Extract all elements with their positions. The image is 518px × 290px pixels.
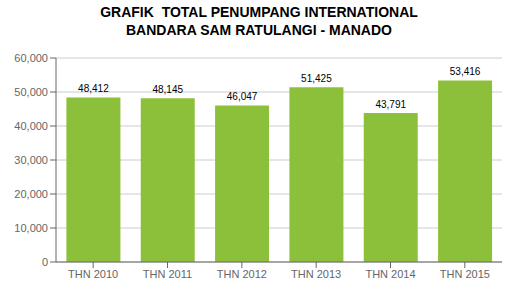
svg-text:51,425: 51,425 [301, 73, 332, 84]
svg-text:60,000: 60,000 [14, 52, 48, 64]
svg-text:43,791: 43,791 [375, 99, 406, 110]
svg-text:THN 2015: THN 2015 [440, 268, 490, 280]
svg-text:40,000: 40,000 [14, 120, 48, 132]
svg-text:20,000: 20,000 [14, 188, 48, 200]
svg-text:10,000: 10,000 [14, 222, 48, 234]
svg-text:THN 2011: THN 2011 [143, 268, 192, 280]
html-text:BANDARA SAM RATULANGI - MANADO: BANDARA SAM RATULANGI - MANADO [126, 22, 392, 38]
svg-text:0: 0 [42, 256, 48, 268]
svg-text:48,412: 48,412 [78, 83, 109, 94]
svg-text:THN 2013: THN 2013 [291, 268, 341, 280]
svg-text:53,416: 53,416 [450, 66, 481, 77]
svg-text:30,000: 30,000 [14, 154, 48, 166]
svg-text:50,000: 50,000 [14, 86, 48, 98]
svg-text:THN 2012: THN 2012 [217, 268, 267, 280]
svg-text:48,145: 48,145 [152, 84, 183, 95]
svg-text:THN 2010: THN 2010 [68, 268, 118, 280]
svg-text:THN 2014: THN 2014 [365, 268, 415, 280]
html-text:GRAFIK TOTAL PENUMPANG INTERNA: GRAFIK TOTAL PENUMPANG INTERNATIONAL [100, 4, 418, 20]
svg-text:46,047: 46,047 [227, 91, 258, 102]
